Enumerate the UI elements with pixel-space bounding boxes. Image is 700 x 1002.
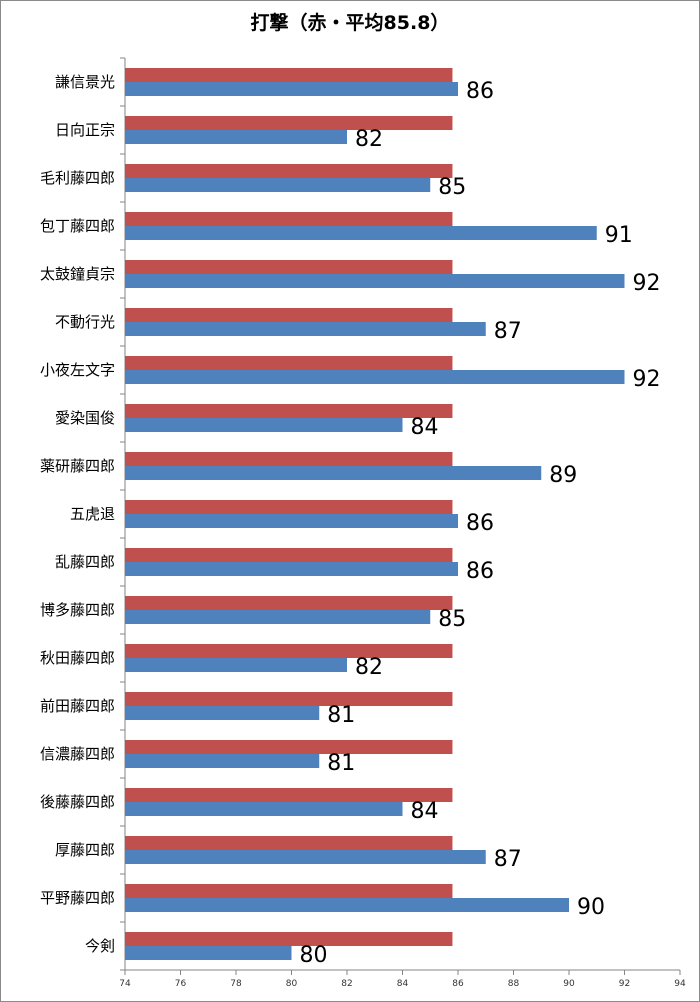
x-tick-label: 74 (119, 979, 131, 989)
category-label: 太鼓鐘貞宗 (40, 265, 115, 283)
bar-average (125, 692, 453, 706)
category-label: 今剣 (85, 937, 115, 955)
bar-value (125, 946, 292, 960)
category-label: 包丁藤四郎 (40, 217, 115, 235)
bar-value (125, 754, 320, 768)
bar-average (125, 884, 453, 898)
category-label: 後藤藤四郎 (40, 793, 115, 811)
bar-value (125, 418, 403, 432)
bar-value (125, 802, 403, 816)
category-label: 信濃藤四郎 (40, 745, 115, 763)
bar-value (125, 274, 625, 288)
bar-value (125, 322, 486, 336)
bar-average (125, 308, 453, 322)
category-label: 謙信景光 (55, 73, 115, 91)
category-label: 乱藤四郎 (55, 553, 115, 571)
bar-average (125, 500, 453, 514)
data-label: 82 (355, 127, 383, 152)
x-tick-label: 78 (230, 979, 242, 989)
bar-value (125, 226, 597, 240)
bar-average (125, 164, 453, 178)
data-label: 91 (605, 223, 633, 248)
data-label: 84 (411, 799, 439, 824)
category-label: 日向正宗 (55, 121, 115, 139)
category-label: 不動行光 (55, 313, 115, 331)
category-label: 五虎退 (70, 505, 115, 523)
bar-value (125, 562, 458, 576)
x-tick-label: 84 (397, 979, 409, 989)
x-tick-label: 94 (674, 979, 686, 989)
bar-average (125, 452, 453, 466)
bar-value (125, 466, 542, 480)
x-tick-label: 82 (341, 979, 352, 989)
bar-average (125, 356, 453, 370)
x-tick-label: 76 (175, 979, 187, 989)
x-tick-label: 88 (508, 979, 520, 989)
bar-average (125, 548, 453, 562)
category-label: 愛染国俊 (55, 409, 115, 427)
category-label: 秋田藤四郎 (40, 649, 115, 667)
bar-average (125, 740, 453, 754)
category-label: 毛利藤四郎 (40, 169, 115, 187)
category-label: 博多藤四郎 (40, 601, 115, 619)
data-label: 85 (438, 607, 466, 632)
bar-average (125, 836, 453, 850)
data-label: 87 (494, 847, 522, 872)
data-label: 90 (577, 895, 605, 920)
bar-average (125, 596, 453, 610)
bar-value (125, 898, 569, 912)
bar-value (125, 514, 458, 528)
x-tick-label: 80 (286, 979, 298, 989)
data-label: 82 (355, 655, 383, 680)
data-label: 84 (411, 415, 439, 440)
category-label: 薬研藤四郎 (40, 457, 115, 475)
bar-average (125, 404, 453, 418)
bar-average (125, 116, 453, 130)
data-label: 86 (466, 79, 494, 104)
bar-value (125, 370, 625, 384)
category-label: 小夜左文字 (40, 361, 115, 379)
data-label: 92 (633, 367, 661, 392)
data-label: 87 (494, 319, 522, 344)
bar-value (125, 82, 458, 96)
bar-average (125, 788, 453, 802)
chart-title: 打撃（赤・平均85.8） (250, 12, 450, 34)
data-label: 81 (327, 703, 355, 728)
data-label: 86 (466, 559, 494, 584)
bar-value (125, 658, 347, 672)
data-label: 81 (327, 751, 355, 776)
x-tick-label: 90 (563, 979, 575, 989)
bar-average (125, 644, 453, 658)
bar-value (125, 706, 320, 720)
category-label: 厚藤四郎 (55, 841, 115, 859)
bar-average (125, 68, 453, 82)
data-label: 80 (300, 943, 328, 968)
category-label: 前田藤四郎 (40, 697, 115, 715)
x-tick-label: 92 (619, 979, 630, 989)
bar-average (125, 212, 453, 226)
bar-value (125, 850, 486, 864)
bar-value (125, 178, 431, 192)
category-label: 平野藤四郎 (40, 889, 115, 907)
bar-average (125, 260, 453, 274)
bar-value (125, 610, 431, 624)
data-label: 86 (466, 511, 494, 536)
x-tick-label: 86 (452, 979, 464, 989)
data-label: 85 (438, 175, 466, 200)
data-label: 92 (633, 271, 661, 296)
bar-average (125, 932, 453, 946)
data-label: 89 (549, 463, 577, 488)
bar-value (125, 130, 347, 144)
